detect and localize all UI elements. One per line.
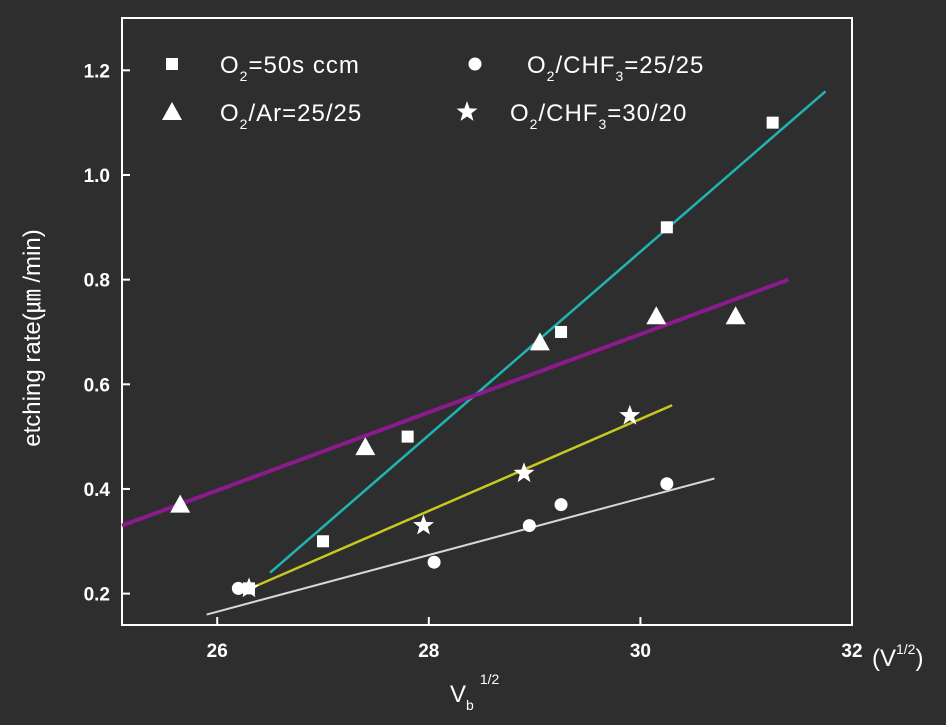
data-point-circle — [522, 519, 536, 533]
y-tick-label: 0.6 — [84, 375, 110, 396]
ticks: 26 28 30 32 0.2 0.4 0.6 0.8 1.0 1.2 — [84, 61, 863, 662]
data-point-star — [413, 514, 434, 535]
data-point-square — [766, 116, 779, 129]
legend-marker-star — [456, 101, 478, 121]
y-tick-label: 0.2 — [84, 585, 110, 606]
data-point-triangle — [170, 494, 191, 513]
data-point-square — [401, 430, 414, 443]
legend-marker-square — [166, 58, 178, 70]
legend-label-circle: O2/CHF3=25/25 — [527, 52, 704, 84]
legend-label-square: O2=50s ccm — [220, 52, 360, 84]
data-point-square — [555, 325, 568, 338]
data-point-triangle — [646, 306, 667, 325]
fit-line-square — [269, 90, 827, 574]
fit-line-circle — [206, 477, 715, 616]
legend-marker-triangle — [162, 102, 182, 120]
y-tick-label: 0.8 — [84, 271, 110, 292]
legend: O2=50s ccm O2/CHF3=25/25 O2/Ar=25/25 O2/CHF… — [162, 52, 704, 132]
y-tick-label: 0.4 — [84, 480, 111, 501]
data-point-circle — [427, 555, 441, 569]
legend-marker-circle — [468, 57, 482, 71]
data-point-star — [513, 462, 535, 483]
x-tick-label: 30 — [630, 641, 651, 662]
plot-area — [121, 17, 853, 626]
data-point-triangle — [355, 437, 376, 456]
fit-line-triangle — [121, 277, 790, 528]
x-tick-label: 28 — [418, 641, 439, 662]
data-point-circle — [660, 477, 674, 491]
fit-lines — [121, 90, 827, 616]
fit-line-star — [237, 404, 673, 595]
y-tick-label: 1.0 — [84, 166, 110, 187]
x-axis-label: Vb 1/2 — [450, 671, 499, 713]
data-point-triangle — [529, 332, 550, 351]
data-point-star — [238, 577, 260, 598]
x-tick-label: 26 — [207, 641, 228, 662]
data-point-triangle — [725, 306, 746, 325]
x-tick-label: 32 — [841, 641, 862, 662]
legend-label-triangle: O2/Ar=25/25 — [220, 100, 362, 132]
y-tick-label: 1.2 — [84, 61, 110, 82]
x-axis-unit-main: (V — [872, 645, 896, 672]
legend-label-star: O2/CHF3=30/20 — [510, 100, 687, 132]
x-axis-label-sup: 1/2 — [480, 671, 500, 687]
data-point-circle — [554, 498, 568, 512]
data-point-star — [619, 404, 641, 425]
data-point-square — [660, 221, 673, 234]
x-axis-unit: (V1/2) — [872, 641, 923, 672]
x-axis-unit-sup: 1/2 — [896, 641, 916, 657]
x-axis-unit-close: ) — [915, 645, 923, 672]
y-axis-label: etching rate(㎛ /min) — [19, 229, 46, 446]
markers — [170, 116, 779, 598]
x-axis-label-sub: b — [466, 697, 474, 713]
data-point-square — [317, 535, 330, 548]
x-axis-label-main: V — [450, 681, 466, 708]
